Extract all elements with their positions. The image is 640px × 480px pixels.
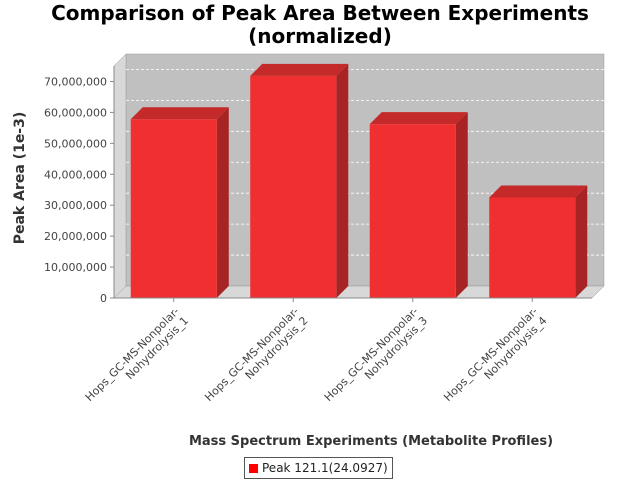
- legend: Peak 121.1(24.0927): [244, 457, 393, 479]
- x-tick-label: Hops_GC-MS-Nonpolar-Nohydrolysis_3: [322, 305, 430, 413]
- bars: [130, 63, 588, 299]
- bar-side: [575, 185, 588, 298]
- bar: [369, 112, 468, 298]
- bar-front: [369, 124, 456, 298]
- y-axis: 0 10,000,000 20,000,000 30,000,000 40,000,00…: [44, 66, 115, 305]
- bar-side: [336, 63, 349, 298]
- bar-top: [130, 107, 229, 120]
- y-tick-label: 0: [100, 292, 107, 305]
- y-tick-label: 40,000,000: [44, 168, 107, 181]
- y-tick-label: 10,000,000: [44, 261, 107, 274]
- chart-title: Comparison of Peak Area Between Experime…: [0, 2, 640, 48]
- bar: [250, 63, 349, 298]
- y-tick-label: 30,000,000: [44, 199, 107, 212]
- chart-title-line1: Comparison of Peak Area Between Experime…: [51, 1, 589, 25]
- bar: [130, 107, 229, 299]
- legend-label: Peak 121.1(24.0927): [262, 461, 388, 475]
- y-tick-label: 70,000,000: [44, 75, 107, 88]
- legend-swatch: [249, 463, 258, 473]
- x-tick-label: Hops_GC-MS-Nonpolar-Nohydrolysis_1: [83, 305, 191, 413]
- y-axis-label: Peak Area (1e-3): [12, 112, 28, 245]
- bar-side: [216, 107, 229, 299]
- plot-left-wall: [113, 53, 127, 299]
- x-tick-label: Hops_GC-MS-Nonpolar-Nohydrolysis_4: [441, 305, 549, 413]
- bar-front: [250, 75, 337, 298]
- bar-top: [250, 63, 349, 76]
- bar-top: [369, 112, 468, 125]
- y-tick-label: 60,000,000: [44, 106, 107, 119]
- x-tick-label: Hops_GC-MS-Nonpolar-Nohydrolysis_2: [202, 305, 310, 413]
- y-tick-label: 50,000,000: [44, 137, 107, 150]
- x-axis-label: Mass Spectrum Experiments (Metabolite Pr…: [189, 434, 553, 449]
- y-tick-label: 20,000,000: [44, 230, 107, 243]
- x-axis: Hops_GC-MS-Nonpolar-Nohydrolysis_1 Hops_G…: [83, 297, 592, 413]
- bar-top: [489, 185, 588, 198]
- bar-front: [130, 119, 217, 299]
- bar-front: [489, 197, 576, 298]
- chart-title-line2: (normalized): [248, 24, 392, 48]
- bar: [489, 185, 588, 298]
- bar-side: [455, 112, 468, 298]
